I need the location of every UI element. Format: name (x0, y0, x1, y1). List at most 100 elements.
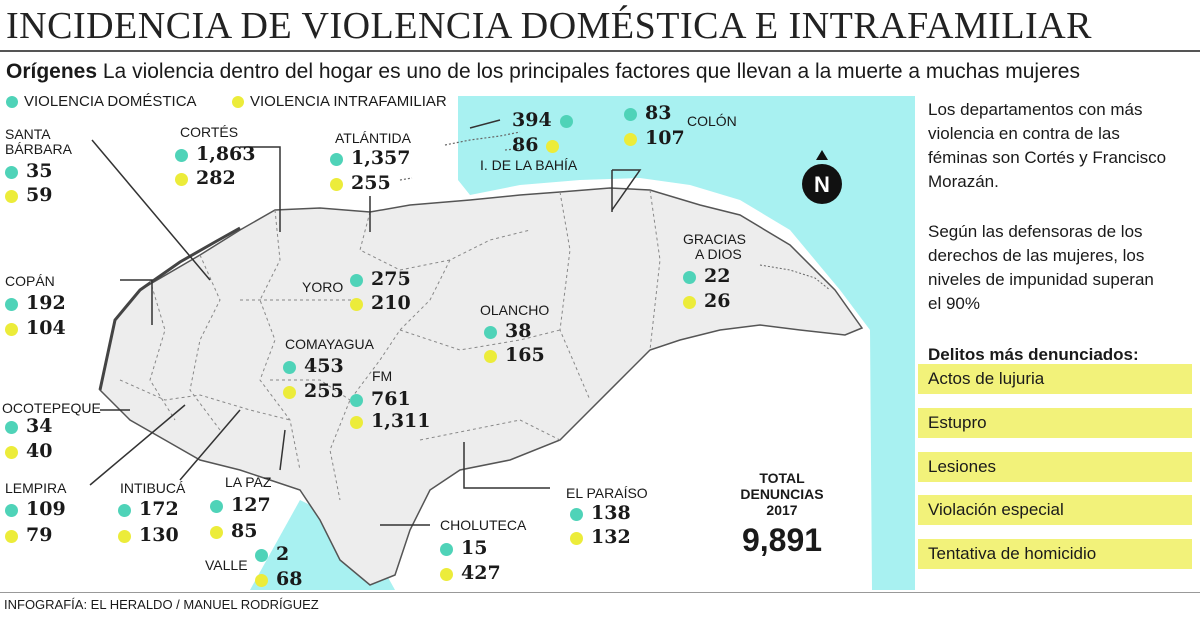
region-ocotepeque-label: OCOTEPEQUE (2, 400, 101, 416)
region-olancho-label: OLANCHO (480, 302, 550, 318)
yellow-dot-icon (210, 525, 223, 539)
yellow-dot-icon (484, 349, 497, 363)
region-la-paz-label: LA PAZ (225, 474, 272, 490)
page-title: INCIDENCIA DE VIOLENCIA DOMÉSTICA E INTR… (6, 5, 1092, 47)
el-paraiso-domestic: 138 (570, 502, 631, 524)
total-denuncias: TOTAL DENUNCIAS 2017 9,891 (712, 470, 852, 559)
yellow-dot-icon (330, 177, 343, 191)
yellow-dot-icon (283, 385, 296, 399)
region-santa-barbara-label: SANTA BÁRBARA (5, 126, 72, 157)
region-fm-label: FM (372, 368, 393, 384)
region-cortes-label: CORTÉS (180, 124, 239, 140)
teal-dot-icon (350, 273, 363, 287)
footer-divider (0, 592, 1200, 593)
region-islas-label: I. DE LA BAHÍA (480, 157, 578, 173)
region-gracias-a-dios-label: GRACIAS A DIOS (683, 231, 747, 262)
colon-intrafamily: 107 (624, 127, 685, 149)
region-yoro-label: YORO (302, 279, 344, 295)
total-label-2: DENUNCIAS (740, 486, 824, 502)
side-paragraph-1: Los departamentos con más violencia en c… (928, 100, 1167, 191)
crime-item: Actos de lujuria (918, 364, 1192, 394)
side-paragraph-2: Según las defensoras de los derechos de … (928, 222, 1154, 313)
total-value: 9,891 (741, 522, 823, 558)
teal-dot-icon (559, 114, 573, 128)
teal-dot-icon (484, 325, 497, 339)
copan-intrafamily: 104 (5, 317, 66, 339)
gracias-a-dios-intrafamily: 26 (683, 290, 730, 312)
region-intibuca-label: INTIBUCÁ (120, 480, 186, 496)
copan-domestic: 192 (5, 292, 66, 314)
yellow-dot-icon (5, 322, 18, 336)
caribbean-sea (458, 96, 915, 590)
teal-dot-icon (5, 297, 18, 311)
yellow-dot-icon (350, 415, 363, 429)
legend-intrafamily-label: VIOLENCIA INTRAFAMILIAR (250, 93, 447, 110)
valle-intrafamily: 68 (255, 568, 302, 590)
legend-domestic: VIOLENCIA DOMÉSTICA (6, 93, 197, 110)
leader-lines (89, 119, 642, 526)
north-arrow-icon: N (802, 150, 842, 204)
yellow-dot-icon (440, 567, 453, 581)
intibuca-intrafamily: 130 (118, 524, 179, 546)
region-valle-label: VALLE (205, 557, 248, 573)
teal-dot-icon (5, 420, 18, 434)
guatemala-border (98, 226, 241, 391)
subtitle-lead: Orígenes (6, 60, 98, 83)
yellow-dot-icon (5, 189, 18, 203)
yellow-dot-icon (624, 132, 637, 146)
region-comayagua-label: COMAYAGUA (285, 336, 374, 352)
teal-dot-icon (624, 107, 637, 121)
la-paz-domestic: 127 (210, 494, 271, 516)
atlantida-domestic: 1,357 (330, 147, 411, 169)
el-paraiso-intrafamily: 132 (570, 526, 631, 548)
credit: INFOGRAFÍA: EL HERALDO / MANUEL RODRÍGUE… (4, 597, 319, 612)
region-lempira-label: LEMPIRA (5, 480, 67, 496)
yoro-intrafamily: 210 (350, 292, 411, 314)
crime-item: Tentativa de homicidio (918, 539, 1192, 569)
total-label-1: TOTAL (759, 470, 805, 486)
yellow-dot-icon (546, 139, 560, 153)
colon-domestic: 83 (624, 102, 671, 124)
legend-domestic-label: VIOLENCIA DOMÉSTICA (24, 93, 197, 110)
islas-intrafamily: 86 (512, 134, 560, 156)
teal-dot-icon (6, 96, 18, 109)
region-atlantida-label: ATLÁNTIDA (335, 130, 411, 146)
teal-dot-icon (683, 270, 696, 284)
lempira-intrafamily: 79 (5, 524, 52, 546)
crime-item: Lesiones (918, 452, 1192, 482)
bay-islands (399, 131, 526, 181)
la-paz-intrafamily: 85 (210, 520, 257, 542)
legend-intrafamily: VIOLENCIA INTRAFAMILIAR (232, 93, 447, 110)
crime-item: Violación especial (918, 495, 1192, 525)
yoro-domestic: 275 (350, 268, 411, 290)
title-divider (0, 50, 1200, 52)
subtitle: Orígenes La violencia dentro del hogar e… (6, 60, 1080, 84)
intibuca-domestic: 172 (118, 498, 179, 520)
comayagua-domestic: 453 (283, 355, 344, 377)
cortes-domestic: 1,863 (175, 143, 256, 165)
crimes-title: Delitos más denunciados: (928, 345, 1139, 364)
santa-barbara-domestic: 35 (5, 160, 52, 182)
yellow-dot-icon (683, 295, 696, 309)
yellow-dot-icon (175, 172, 188, 186)
cortes-intrafamily: 282 (175, 167, 236, 189)
department-borders (119, 189, 661, 501)
teal-dot-icon (255, 548, 268, 562)
crime-item: Estupro (918, 408, 1192, 438)
atlantida-intrafamily: 255 (330, 172, 391, 194)
teal-dot-icon (570, 507, 583, 521)
region-copan-label: COPÁN (5, 273, 55, 289)
choluteca-domestic: 15 (440, 537, 487, 559)
teal-dot-icon (440, 542, 453, 556)
santa-barbara-intrafamily: 59 (5, 184, 52, 206)
teal-dot-icon (5, 503, 18, 517)
ocotepeque-intrafamily: 40 (5, 440, 52, 462)
teal-dot-icon (330, 152, 343, 166)
yellow-dot-icon (255, 573, 268, 587)
teal-dot-icon (5, 165, 18, 179)
yellow-dot-icon (570, 531, 583, 545)
teal-dot-icon (175, 148, 188, 162)
olancho-intrafamily: 165 (484, 344, 545, 366)
lempira-domestic: 109 (5, 498, 66, 520)
